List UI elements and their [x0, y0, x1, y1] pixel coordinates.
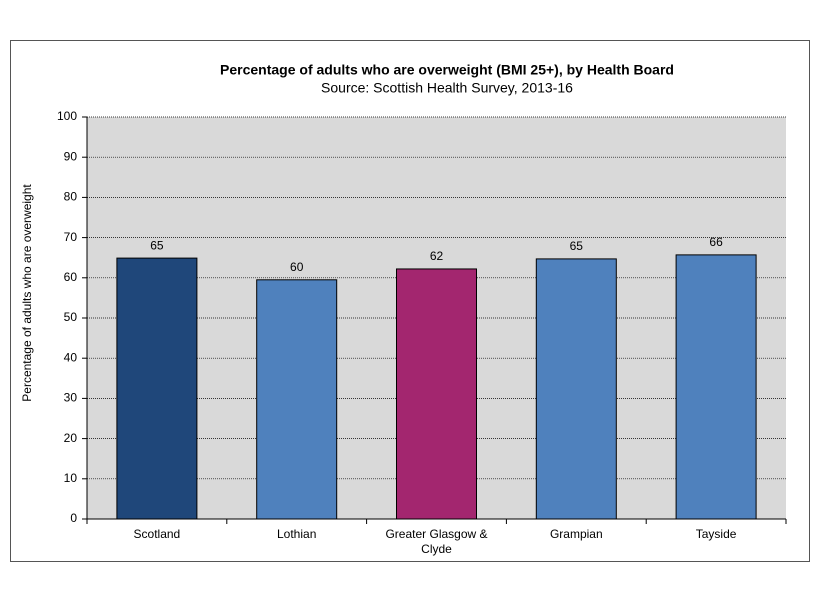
y-tick-label: 90 [64, 149, 78, 163]
data-label: 60 [290, 260, 304, 274]
y-tick-label: 60 [64, 270, 78, 284]
bar [116, 257, 198, 520]
y-tick-label: 100 [57, 109, 77, 123]
y-tick-label: 0 [70, 511, 77, 525]
bar [535, 258, 617, 520]
x-tick-label: Lothian [277, 527, 317, 541]
x-tick-label: Tayside [695, 527, 737, 541]
data-label: 66 [709, 235, 723, 249]
data-label: 65 [570, 239, 584, 253]
x-tick-label: Greater Glasgow & Clyde [385, 527, 488, 556]
y-tick-label: 10 [64, 471, 78, 485]
chart-subtitle: Source: Scottish Health Survey, 2013-16 [321, 80, 573, 96]
bar [675, 254, 757, 520]
y-tick-label: 50 [64, 310, 78, 324]
chart-title: Percentage of adults who are overweight … [220, 62, 674, 78]
bar [256, 279, 338, 520]
y-tick-label: 70 [64, 230, 78, 244]
bar [396, 268, 477, 520]
y-tick-label: 40 [64, 350, 78, 364]
y-axis-label: Percentage of adults who are overweight [20, 184, 34, 402]
y-tick-label: 80 [64, 190, 78, 204]
x-tick-label: Scotland [133, 527, 181, 541]
x-tick-label: Grampian [549, 527, 603, 541]
data-label: 65 [150, 238, 164, 252]
y-tick-label: 20 [64, 431, 78, 445]
y-tick-label: 30 [64, 391, 78, 405]
data-label: 62 [430, 249, 444, 263]
